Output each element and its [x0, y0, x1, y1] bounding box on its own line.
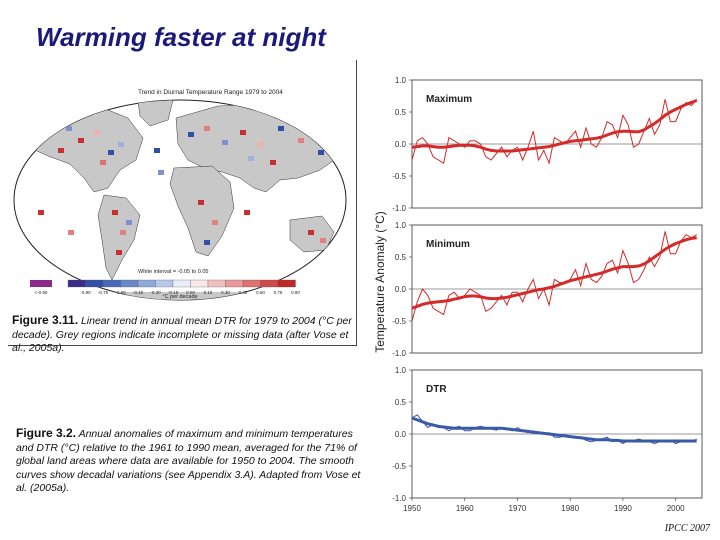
south-america [97, 194, 141, 281]
legend-tick-label: -0.60 [115, 290, 126, 295]
panel-dtr: 1.0 0.5 0.0 -0.5 -1.0 DTR 1950 1960 1970 1980 1990… [392, 366, 703, 513]
map-caption: Figure 3.11. Linear trend in annual mean… [12, 313, 352, 356]
legend-swatch [225, 279, 244, 288]
y-axis-label: Temperature Anomaly (°C) [373, 211, 387, 353]
y-tick-label: 0.5 [395, 253, 407, 262]
legend-unit: °C per decade [162, 294, 197, 300]
y-tick-label: -0.5 [392, 462, 406, 471]
legend-tick-label: 0.90 [291, 290, 300, 295]
panel-name: Minimum [426, 239, 470, 250]
legend-swatch [242, 279, 261, 288]
legend-tick-label: 0.00 [186, 290, 195, 295]
y-tick-label: 1.0 [395, 221, 407, 230]
y-tick-label: 0.0 [395, 430, 407, 439]
y-tick-label: -1.0 [392, 494, 406, 503]
greenland [137, 100, 174, 127]
smooth-series-line [411, 236, 697, 310]
legend-swatch [67, 279, 86, 288]
x-tick-label: 1950 [403, 504, 421, 513]
y-tick-label: 0.0 [395, 140, 407, 149]
legend-tick-label: -0.30 [150, 290, 161, 295]
y-tick-label: 0.5 [395, 398, 407, 407]
legend-tick-label: 0.15 [204, 290, 213, 295]
legend-swatch [85, 279, 104, 288]
africa [169, 165, 235, 257]
map-figure-panel: Trend in Diurnal Temperature Range 1979 … [8, 60, 357, 354]
trend-cells [38, 126, 326, 255]
legend-purple-swatch [30, 280, 52, 287]
legend-swatch [207, 279, 226, 288]
x-tick-label: 1990 [614, 504, 632, 513]
y-tick-label: -1.0 [392, 349, 406, 358]
panel-maximum: 1.0 0.5 0.0 -0.5 -1.0 Maximum [392, 76, 703, 213]
legend-colorbar: <-0.90 -0.90 -0.75 -0.60 -0.45 -0.30 -0.15 0.00… [30, 279, 300, 295]
legend-swatch [137, 279, 156, 288]
panel-minimum: 1.0 0.5 0.0 -0.5 -1.0 Minimum [392, 221, 703, 358]
x-tick-label: 1970 [509, 504, 527, 513]
legend-tick-label: 0.60 [256, 290, 265, 295]
legend-swatch [120, 279, 139, 288]
legend-swatch [155, 279, 174, 288]
panel-name: Maximum [426, 94, 472, 105]
y-tick-label: -0.5 [392, 172, 406, 181]
legend-swatch [260, 279, 279, 288]
panel-name: DTR [426, 384, 447, 395]
map-caption-label: Figure 3.11. [12, 313, 79, 327]
map-caption-text: Linear trend in annual mean DTR for 1979… [12, 315, 352, 354]
y-tick-label: 0.5 [395, 108, 407, 117]
legend-tick-label: -0.90 [80, 290, 91, 295]
legend-swatch [172, 279, 191, 288]
temperature-anomaly-chart: Temperature Anomaly (°C) 1.0 0.5 0.0 -0.5 -1… [373, 76, 703, 513]
x-tick-label: 2000 [667, 504, 685, 513]
legend-swatch [190, 279, 209, 288]
legend-tick-label: -0.45 [133, 290, 144, 295]
legend-swatch [277, 279, 296, 288]
legend-tick-label: 0.30 [221, 290, 230, 295]
white-interval-note: White interval = -0.05 to 0.05 [138, 269, 208, 275]
dtr-trend-map: Trend in Diurnal Temperature Range 1979 … [13, 89, 347, 301]
series-caption-text: Annual anomalies of maximum and minimum … [16, 428, 361, 494]
legend-tick-label: 0.75 [274, 290, 283, 295]
legend-swatch [102, 279, 121, 288]
smooth-series-line [411, 416, 697, 443]
series-caption-label: Figure 3.2. [16, 426, 77, 440]
slide-title: Warming faster at night [36, 22, 326, 52]
y-tick-label: 0.0 [395, 285, 407, 294]
x-tick-label: 1960 [456, 504, 474, 513]
credit-text: IPCC 2007 [664, 523, 710, 534]
legend-tick-label: 0.45 [239, 290, 248, 295]
legend-tick-label: -0.75 [98, 290, 109, 295]
y-tick-label: -0.5 [392, 317, 406, 326]
legend-tick-label: <-0.90 [35, 290, 48, 295]
smooth-series-line [411, 99, 698, 153]
legend-tick-label: -0.15 [168, 290, 179, 295]
x-tick-label: 1980 [561, 504, 579, 513]
y-tick-label: 1.0 [395, 366, 407, 375]
map-title: Trend in Diurnal Temperature Range 1979 … [138, 89, 283, 96]
series-caption: Figure 3.2. Annual anomalies of maximum … [16, 426, 364, 496]
y-tick-label: -1.0 [392, 204, 406, 213]
y-tick-label: 1.0 [395, 76, 407, 85]
